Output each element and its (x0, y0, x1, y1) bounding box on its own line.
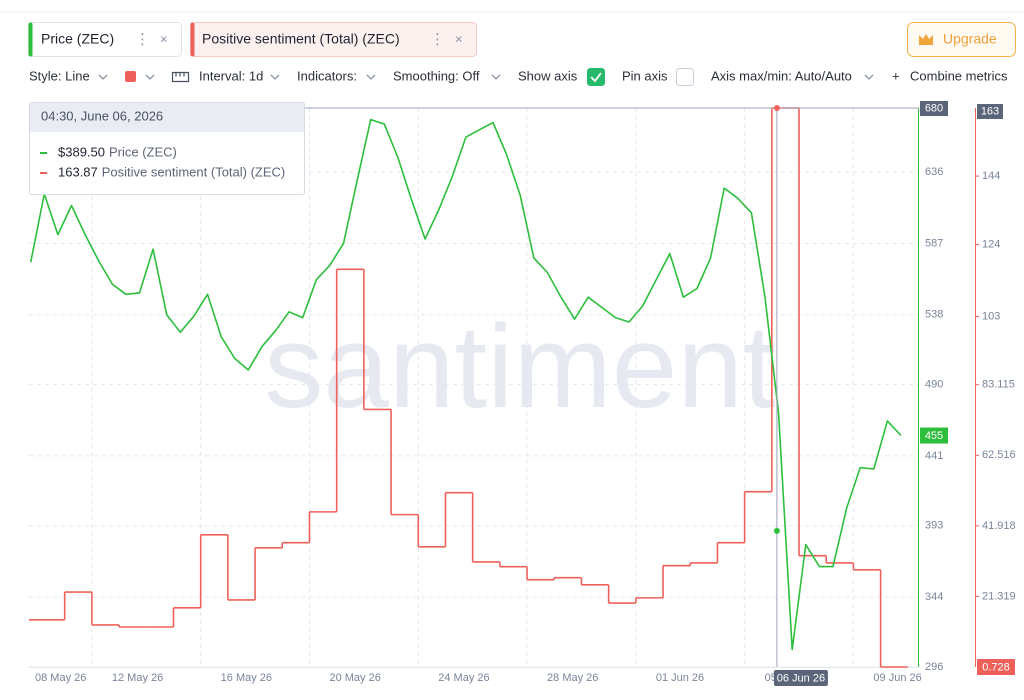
upgrade-label[interactable]: Upgrade (943, 31, 997, 47)
x-tick-label: 20 May 26 (329, 672, 380, 684)
y2-tick-label: 21.319 (982, 590, 1016, 602)
metric-chips: Price (ZEC) ⋮ × Positive sentiment (Tota… (28, 22, 477, 57)
crosshair-y2-box (977, 103, 1003, 119)
crosshair-y2-label: 163 (981, 105, 999, 117)
checkbox-check (590, 72, 602, 83)
tooltip-header (30, 103, 304, 132)
upgrade-button[interactable]: Upgrade (907, 22, 1016, 57)
show-axis-checkbox[interactable] (587, 68, 605, 86)
y-tick-label: 636 (925, 166, 943, 178)
toolbar: Style: Line Interval: 1d Indicators: Smo… (29, 68, 1008, 86)
chevron (270, 74, 280, 80)
chip-menu[interactable]: ⋮ (430, 31, 445, 48)
pin-axis-checkbox[interactable] (676, 68, 694, 86)
plus-icon: + (892, 68, 900, 83)
chip-label: Positive sentiment (Total) (ZEC) (202, 31, 400, 47)
y2-tick-label: 83.115 (982, 379, 1015, 391)
y2-tick-label: 144 (982, 170, 1000, 182)
current-sentiment-label: 0.728 (982, 661, 1010, 673)
chip-label: Price (ZEC) (41, 31, 114, 47)
chevron (98, 74, 108, 80)
y-tick-label: 490 (925, 378, 943, 390)
x-tick-label: 28 May 26 (547, 672, 598, 684)
tooltip-time: 04:30, June 06, 2026 (41, 108, 163, 123)
y-tick-label: 538 (925, 309, 943, 321)
plot-area (29, 107, 908, 668)
axis-minmax-select[interactable]: Axis max/min: Auto/Auto (711, 68, 852, 83)
color-picker[interactable] (125, 71, 136, 82)
smoothing-select[interactable]: Smoothing: Off (393, 68, 480, 83)
y2-tick-label: 41.918 (982, 520, 1016, 532)
price-line (29, 118, 902, 651)
chip-color (190, 22, 195, 57)
y-tick-label: 344 (925, 591, 943, 603)
y-tick-label: 393 (925, 520, 943, 532)
combine-metrics[interactable]: Combine metrics (910, 68, 1008, 83)
y-tick-label: 441 (925, 450, 943, 462)
x-tick-label: 16 May 26 (221, 672, 272, 684)
crosshair-dot (773, 105, 780, 111)
indicators-select[interactable]: Indicators: (297, 68, 357, 83)
tooltip-series-name: Price (ZEC) (109, 144, 177, 159)
show-axis-label[interactable]: Show axis (518, 68, 578, 83)
tooltip-value: $389.50 (58, 144, 105, 159)
y2-tick-label: 124 (982, 239, 1000, 251)
checkbox-box[interactable] (587, 68, 605, 86)
crosshair-y-label: 680 (925, 102, 943, 114)
tooltip: 04:30, June 06, 2026 $389.50 Price (ZEC) 1… (29, 102, 305, 195)
y-tick-label: 587 (925, 237, 943, 249)
current-price-box (920, 427, 948, 444)
crosshair-y-box (920, 101, 948, 116)
chip-close[interactable]: × (455, 31, 463, 46)
current-price-label: 455 (925, 430, 943, 442)
chip-sentiment[interactable]: Positive sentiment (Total) (ZEC) ⋮ × (190, 22, 477, 57)
crosshair-dot (773, 527, 780, 534)
x-tick-label: 12 May 26 (112, 672, 163, 684)
upgrade-box[interactable] (907, 22, 1016, 57)
crosshair-x-label: 06 Jun 26 (777, 672, 825, 684)
x-tick-label: 09 Jun 26 (873, 672, 921, 684)
crown-icon (919, 34, 933, 45)
chip-price[interactable]: Price (ZEC) ⋮ × (28, 22, 182, 57)
interval-select[interactable]: Interval: 1d (199, 68, 263, 83)
checkbox-box[interactable] (676, 68, 694, 86)
axes: 296 344 393 441 490 538 587 636 21.319 41.918 62.5… (29, 101, 1016, 686)
y2-tick-label: 103 (982, 310, 1000, 322)
chevron (145, 74, 155, 80)
y2-tick-label: 62.516 (982, 449, 1016, 461)
chip-color (28, 22, 33, 57)
chip-menu[interactable]: ⋮ (135, 31, 150, 48)
watermark: santiment (264, 301, 776, 433)
chevron (366, 74, 376, 80)
interval-icon (171, 71, 190, 83)
crosshair-x-box (773, 670, 828, 686)
x-tick-label: 24 May 26 (438, 672, 489, 684)
x-tick-label: 01 Jun 26 (656, 672, 704, 684)
style-select[interactable]: Style: Line (29, 68, 90, 83)
tooltip-series-name: Positive sentiment (Total) (ZEC) (102, 164, 286, 179)
chevron (864, 74, 874, 80)
chip-close[interactable]: × (160, 31, 168, 46)
pin-axis-label[interactable]: Pin axis (622, 68, 668, 83)
x-tick-label: 08 May 26 (35, 672, 86, 684)
current-sentiment-box (977, 659, 1015, 675)
chevron (491, 74, 501, 80)
tooltip-value: 163.87 (58, 164, 98, 179)
y-tick-label: 296 (925, 661, 943, 673)
